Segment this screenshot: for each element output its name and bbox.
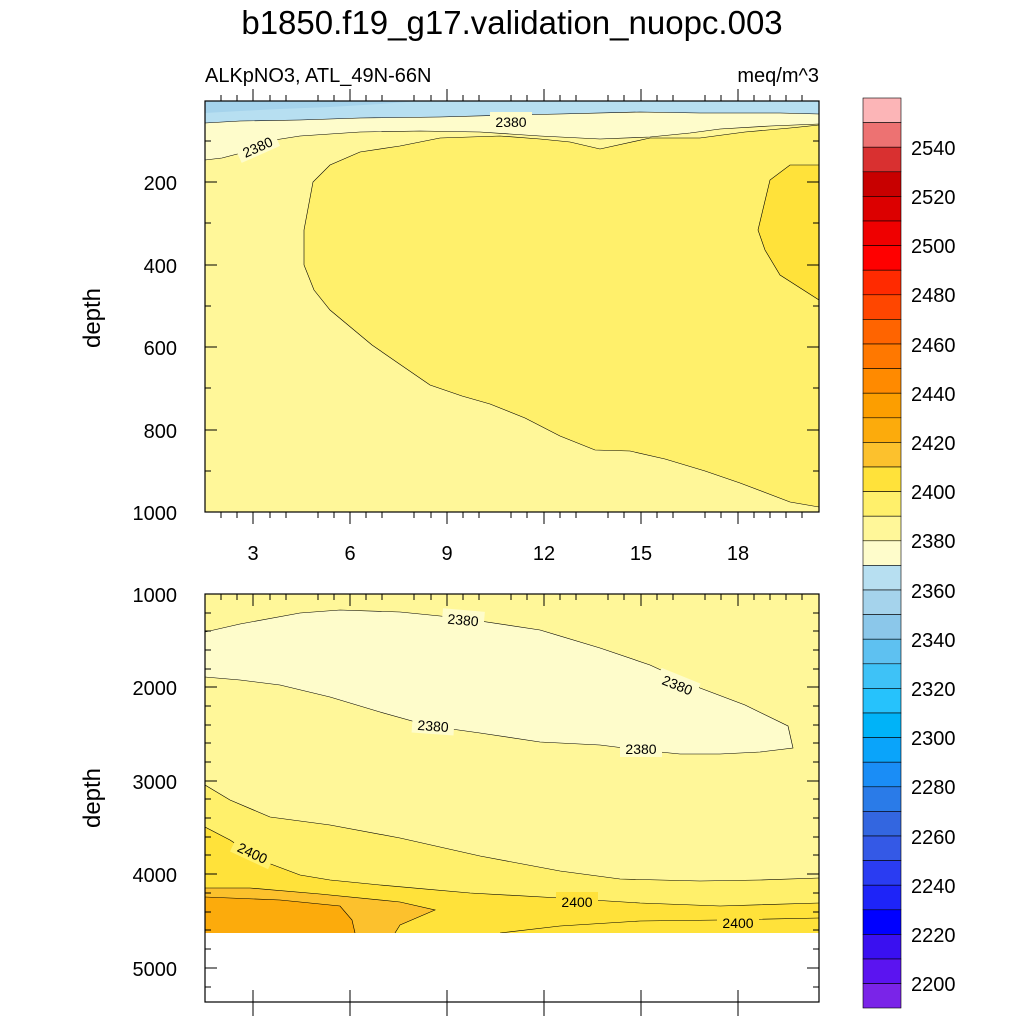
lower-contour-label-6: 2400 [556,892,598,910]
colorbar-tick-2360: 2360 [911,581,956,603]
x-tick-18: 18 [727,543,749,565]
lower-no-data-region [205,933,819,1002]
colorbar-tick-2240: 2240 [911,876,956,898]
lower-y-axis [205,612,819,988]
lower-y-tick-3000: 3000 [133,772,178,794]
colorbar-tick-2280: 2280 [911,777,956,799]
colorbar-tick-2200: 2200 [911,974,956,996]
x-axis-upper [220,89,803,524]
upper-y-tick-1000: 1000 [133,503,178,525]
x-tick-12: 12 [533,543,555,565]
x-tick-9: 9 [441,543,452,565]
upper-contour-label-1: 2380 [490,112,532,130]
lower-y-tick-1000: 1000 [133,585,178,607]
colorbar-tick-2440: 2440 [911,384,956,406]
svg-text:2380: 2380 [447,611,480,630]
lower-y-label: depth [79,768,106,828]
x-tick-15: 15 [630,543,652,565]
lower-y-tick-4000: 4000 [133,865,178,887]
lower-contour-label-4: 2380 [620,739,662,757]
upper-fill-2400-2410 [758,165,819,300]
colorbar-tick-2400: 2400 [911,482,956,504]
svg-text:2380: 2380 [495,114,526,130]
upper-y-axis [205,140,819,513]
lower-y-tick-5000: 5000 [133,959,178,981]
colorbar-tick-2520: 2520 [911,187,956,209]
colorbar-tick-2220: 2220 [911,925,956,947]
lower-contour-label-3: 2380 [411,714,455,736]
colorbar-tick-2480: 2480 [911,285,956,307]
colorbar-tick-2380: 2380 [911,531,956,553]
colorbar-tick-2420: 2420 [911,433,956,455]
colorbar-tick-2460: 2460 [911,335,956,357]
colorbar-tick-2260: 2260 [911,827,956,849]
upper-y-tick-600: 600 [144,338,177,360]
upper-fill-2390-2400 [304,125,819,512]
x-axis-lower [220,594,803,1016]
colorbar-tick-2340: 2340 [911,630,956,652]
colorbar-tick-2300: 2300 [911,728,956,750]
lower-fill-2370-2380 [205,610,793,754]
upper-y-label: depth [79,288,106,348]
svg-text:2380: 2380 [625,741,656,757]
svg-text:2400: 2400 [561,894,592,910]
lower-contour-label-7: 2400 [717,913,759,931]
colorbar-tick-2540: 2540 [911,138,956,160]
variable-label: ALKpNO3, ATL_49N-66N [205,65,431,87]
svg-text:2400: 2400 [722,915,753,931]
upper-fill-2350-2360 [205,101,420,113]
colorbar-tick-2500: 2500 [911,236,956,258]
upper-panel: 2380 2380 200 400 600 800 1000 depth 3 6… [79,89,820,565]
svg-text:2380: 2380 [417,717,449,735]
x-tick-3: 3 [247,543,258,565]
chart-title: b1850.f19_g17.validation_nuopc.003 [241,4,782,41]
x-tick-6: 6 [344,543,355,565]
lower-y-tick-2000: 2000 [133,678,178,700]
colorbar [862,97,902,1009]
upper-y-tick-800: 800 [144,421,177,443]
units-label: meq/m^3 [737,65,819,87]
colorbar-tick-2320: 2320 [911,679,956,701]
upper-y-tick-400: 400 [144,256,177,278]
lower-contour-label-1: 2380 [441,608,485,630]
lower-fill-2420-2430 [205,897,355,933]
lower-panel: 2380 2380 2380 2380 2400 2400 2400 [79,585,820,1016]
upper-y-tick-200: 200 [144,173,177,195]
